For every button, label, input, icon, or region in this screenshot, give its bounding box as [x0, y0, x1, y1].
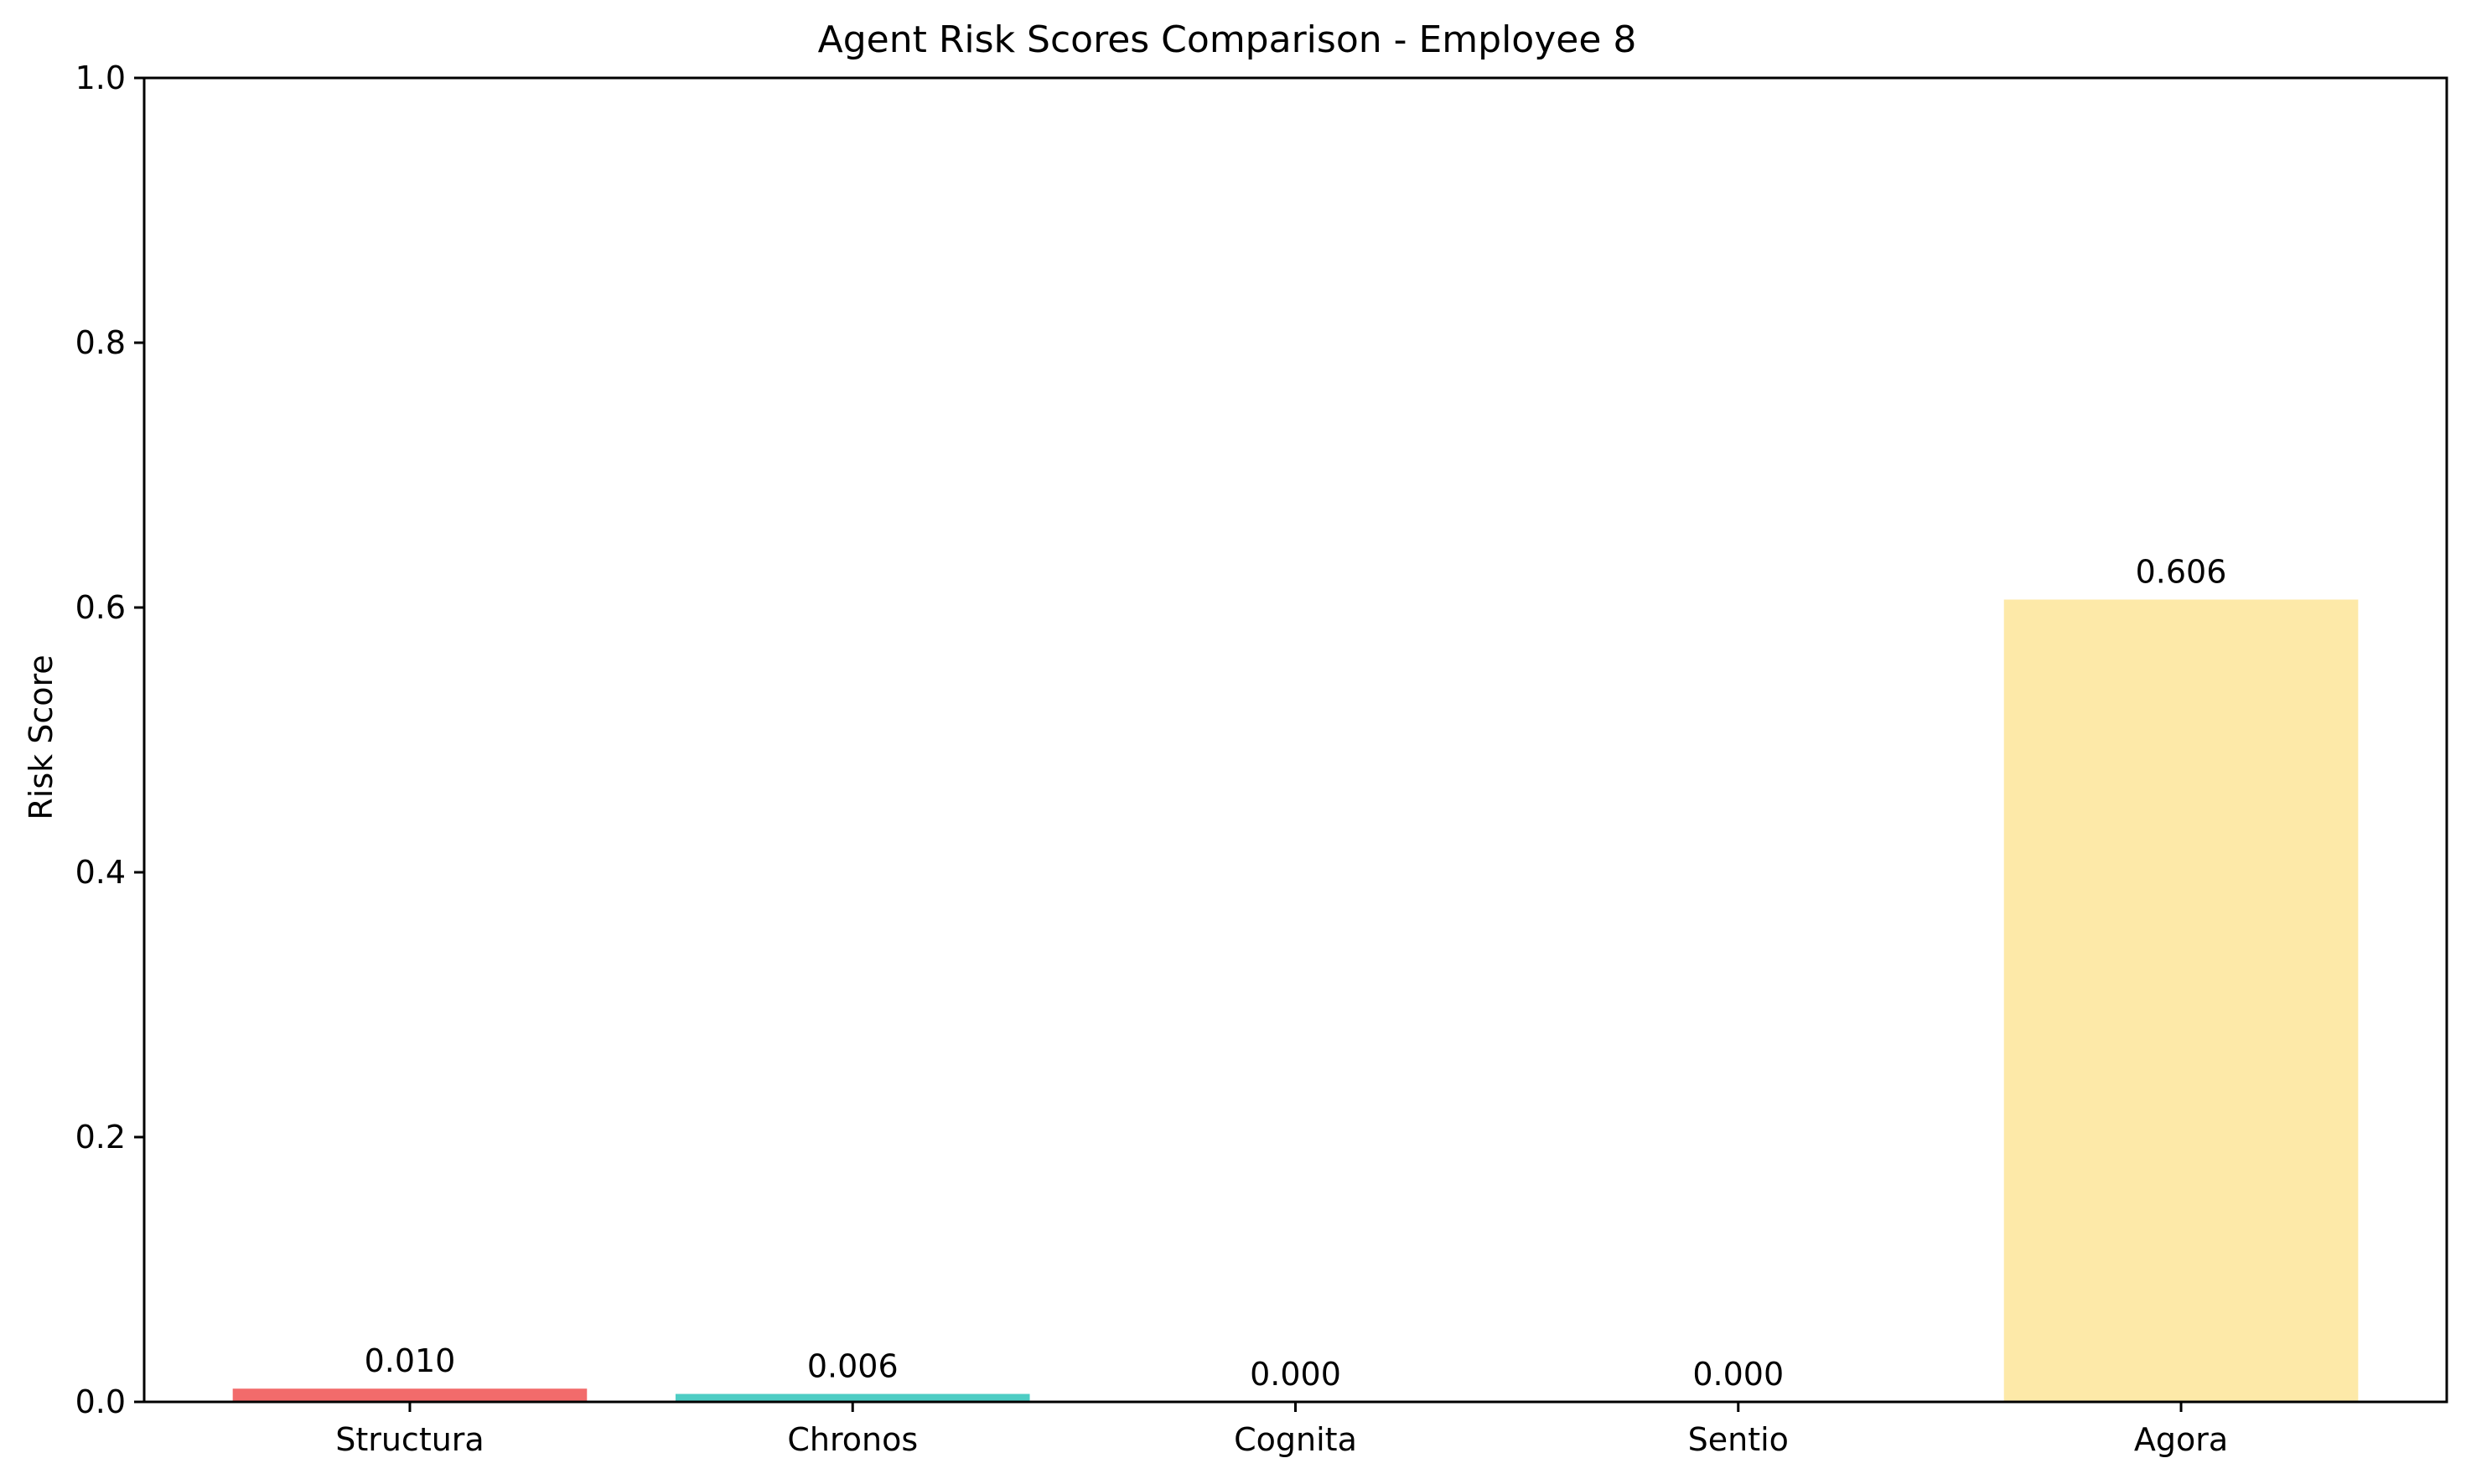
y-axis-label: Risk Score — [23, 654, 60, 820]
y-tick-label: 0.2 — [75, 1119, 126, 1156]
y-tick-label: 0.8 — [75, 324, 126, 361]
x-tick-label-chronos: Chronos — [787, 1421, 918, 1458]
value-label-chronos: 0.006 — [807, 1348, 899, 1385]
y-tick-label: 0.6 — [75, 589, 126, 626]
x-axis-ticks: Structura Chronos Cognita Sentio Agora — [335, 1402, 2228, 1458]
x-tick-label-sentio: Sentio — [1688, 1421, 1789, 1458]
plot-frame — [142, 76, 2448, 1404]
y-tick-label: 0.4 — [75, 854, 126, 891]
bars-group — [232, 599, 2359, 1402]
x-tick-label-agora: Agora — [2134, 1421, 2228, 1458]
value-label-sentio: 0.000 — [1692, 1356, 1784, 1393]
value-label-cognita: 0.000 — [1250, 1356, 1341, 1393]
y-tick-label: 0.0 — [75, 1383, 126, 1420]
bar-structura — [232, 1388, 588, 1402]
x-tick-label-structura: Structura — [335, 1421, 484, 1458]
bar-agora — [2003, 599, 2359, 1402]
bar-chronos — [675, 1394, 1030, 1402]
value-label-structura: 0.010 — [365, 1342, 456, 1379]
chart-title: Agent Risk Scores Comparison - Employee … — [818, 18, 1637, 61]
y-axis-ticks: 0.0 0.2 0.4 0.6 0.8 1.0 — [75, 59, 144, 1420]
y-tick-label: 1.0 — [75, 59, 126, 96]
value-label-agora: 0.606 — [2136, 554, 2227, 591]
x-tick-label-cognita: Cognita — [1234, 1421, 1357, 1458]
value-labels-group: 0.010 0.006 0.000 0.000 0.606 — [365, 554, 2227, 1393]
